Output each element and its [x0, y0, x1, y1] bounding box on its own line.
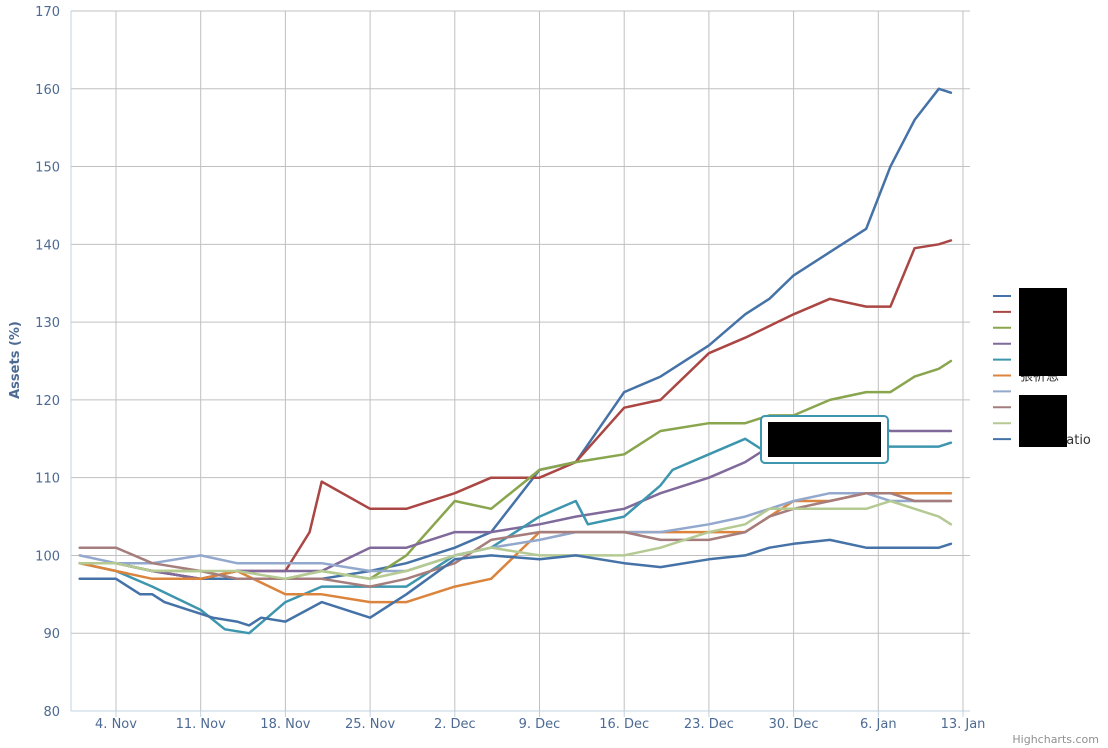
y-tick-label: 120 [35, 394, 60, 409]
x-tick-label: 11. Nov [176, 717, 226, 732]
series-line-10[interactable] [78, 538, 953, 627]
y-tick-label: 140 [35, 238, 60, 253]
y-tick-label: 160 [35, 83, 60, 98]
tooltip-redaction [768, 422, 881, 457]
grid [71, 10, 970, 712]
x-tick-label: 18. Nov [260, 717, 310, 732]
x-tick-label: 9. Dec [519, 717, 561, 732]
y-axis-title: Assets (%) [8, 321, 23, 399]
y-tick-label: 150 [35, 161, 60, 176]
y-tick-label: 100 [35, 549, 60, 564]
legend-redaction-top [1019, 288, 1067, 376]
x-tick-label: 30. Dec [769, 717, 819, 732]
x-tick-label: 16. Dec [599, 717, 649, 732]
credits-link[interactable]: Highcharts.com [1012, 733, 1099, 746]
y-tick-label: 90 [43, 627, 60, 642]
tooltip [760, 415, 889, 464]
y-tick-label: 130 [35, 316, 60, 331]
x-tick-label: 25. Nov [345, 717, 395, 732]
series-line-1[interactable] [78, 87, 953, 581]
legend[interactable]: 張祈恩TAIEX ratio [993, 288, 1091, 448]
x-tick-label: 6. Jan [860, 717, 897, 732]
x-tick-label: 13. Jan [941, 717, 986, 732]
y-tick-label: 110 [35, 472, 60, 487]
x-tick-label: 2. Dec [434, 717, 476, 732]
series-line-3[interactable] [78, 359, 953, 581]
y-tick-label: 170 [35, 5, 60, 20]
series-line-8[interactable] [78, 491, 953, 588]
series-group [78, 87, 953, 635]
x-axis: 4. Nov 11. Nov 18. Nov 25. Nov 2. Dec 9. Dec 1… [71, 710, 986, 732]
legend-redaction-bottom [1019, 395, 1067, 447]
x-tick-label: 4. Nov [95, 717, 137, 732]
y-axis: 80 90 100 110 120 130 140 150 160 170 [35, 5, 72, 720]
y-tick-label: 80 [43, 705, 60, 720]
x-tick-label: 23. Dec [684, 717, 734, 732]
